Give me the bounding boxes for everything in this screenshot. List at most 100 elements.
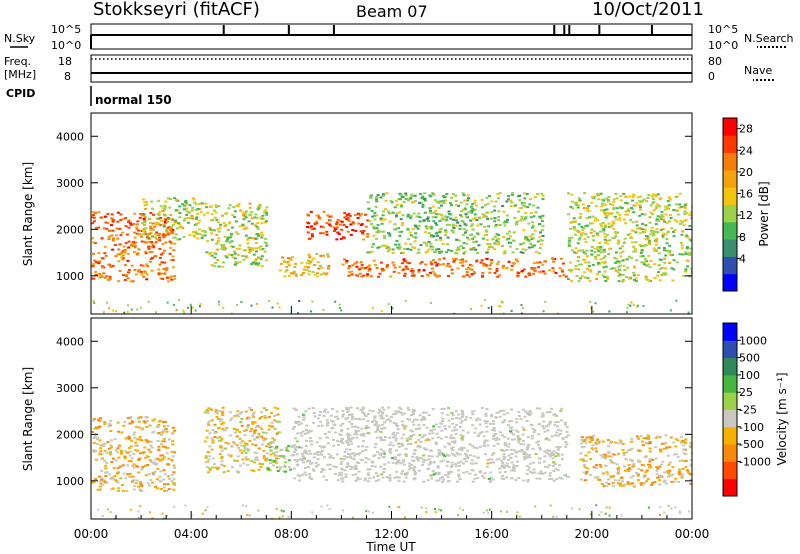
colorbar-swatch xyxy=(723,409,737,428)
echo-cell xyxy=(94,458,98,461)
echo-cell xyxy=(607,482,611,485)
echo-cell xyxy=(600,456,604,459)
echo-cell xyxy=(400,205,404,208)
echo-cell xyxy=(188,204,192,207)
echo-cell xyxy=(333,228,337,230)
echo-cell xyxy=(379,465,383,468)
echo-cell xyxy=(577,256,580,259)
echo-cell xyxy=(635,220,639,223)
echo-cell xyxy=(210,437,214,440)
echo-cell xyxy=(502,312,505,314)
echo-cell xyxy=(599,223,603,226)
echo-cell xyxy=(445,453,449,456)
echo-cell xyxy=(238,437,242,440)
echo-cell xyxy=(150,200,154,203)
echo-cell xyxy=(409,248,413,251)
echo-cell xyxy=(593,251,597,253)
echo-cell xyxy=(367,207,371,210)
echo-cell xyxy=(380,411,384,414)
echo-cell xyxy=(141,264,145,267)
echo-cell xyxy=(129,417,132,420)
echo-cell xyxy=(409,195,413,198)
echo-cell xyxy=(170,459,174,462)
echo-cell xyxy=(473,199,477,202)
echo-cell xyxy=(358,451,362,454)
echo-cell xyxy=(487,225,491,228)
echo-cell xyxy=(622,264,626,267)
echo-cell xyxy=(502,413,506,416)
echo-cell xyxy=(368,268,372,271)
echo-cell xyxy=(154,233,158,236)
echo-cell xyxy=(114,449,118,451)
echo-cell xyxy=(690,463,692,466)
echo-cell xyxy=(221,214,224,217)
echo-cell xyxy=(175,199,179,202)
echo-cell xyxy=(418,414,422,417)
echo-cell xyxy=(93,427,97,430)
echo-cell xyxy=(215,242,219,245)
echo-cell xyxy=(557,312,559,314)
echo-cell xyxy=(479,261,483,264)
echo-cell xyxy=(521,426,525,429)
echo-cell xyxy=(441,417,445,420)
echo-cell xyxy=(163,208,167,211)
echo-cell xyxy=(480,259,484,262)
echo-cell xyxy=(606,439,610,442)
echo-cell xyxy=(548,449,552,452)
echo-cell xyxy=(631,208,634,211)
echo-cell xyxy=(657,252,661,255)
echo-cell xyxy=(659,506,662,509)
echo-cell xyxy=(235,444,239,447)
echo-cell xyxy=(457,239,461,242)
echo-cell xyxy=(365,510,368,513)
echo-cell xyxy=(577,280,581,283)
echo-cell xyxy=(506,445,510,448)
echo-cell xyxy=(318,437,322,440)
echo-cell xyxy=(297,458,301,461)
echo-cell xyxy=(551,267,555,270)
freq-nave-panel: Freq. [MHz] 18 8 Nave 80 0 xyxy=(4,54,775,83)
echo-cell xyxy=(413,449,417,452)
echo-cell xyxy=(150,269,154,272)
echo-cell xyxy=(173,277,177,280)
echo-cell xyxy=(513,216,517,219)
echo-cell xyxy=(590,436,594,439)
echo-cell xyxy=(415,226,419,229)
echo-cell xyxy=(107,230,111,232)
colorbar-swatch xyxy=(723,204,737,223)
echo-cell xyxy=(370,250,374,253)
echo-cell xyxy=(173,451,176,454)
echo-cell xyxy=(289,259,293,261)
echo-cell xyxy=(439,460,443,463)
echo-cell xyxy=(514,429,518,432)
echo-cell xyxy=(597,270,601,273)
echo-cell xyxy=(465,454,468,457)
echo-cell xyxy=(437,479,441,482)
echo-cell xyxy=(115,234,118,237)
echo-cell xyxy=(196,212,200,215)
echo-cell xyxy=(468,268,472,271)
echo-cell xyxy=(395,449,399,452)
echo-cell xyxy=(398,506,401,509)
echo-cell xyxy=(320,424,324,427)
echo-cell xyxy=(515,421,519,424)
echo-cell xyxy=(531,237,535,240)
echo-cell xyxy=(174,219,178,222)
echo-cell xyxy=(633,266,637,269)
echo-cell xyxy=(428,194,432,197)
echo-cell xyxy=(570,236,574,239)
echo-cell xyxy=(391,444,395,447)
echo-cell xyxy=(339,430,343,433)
echo-cell xyxy=(388,474,392,477)
echo-cell xyxy=(106,301,109,304)
echo-cell xyxy=(627,470,631,473)
echo-cell xyxy=(492,435,496,438)
echo-cell xyxy=(505,214,509,217)
echo-cell xyxy=(149,479,153,481)
echo-cell xyxy=(505,221,509,224)
echo-cell xyxy=(542,460,546,463)
echo-cell xyxy=(621,259,625,262)
echo-cell xyxy=(633,204,637,207)
echo-cell xyxy=(304,450,308,453)
echo-cell xyxy=(241,504,244,507)
